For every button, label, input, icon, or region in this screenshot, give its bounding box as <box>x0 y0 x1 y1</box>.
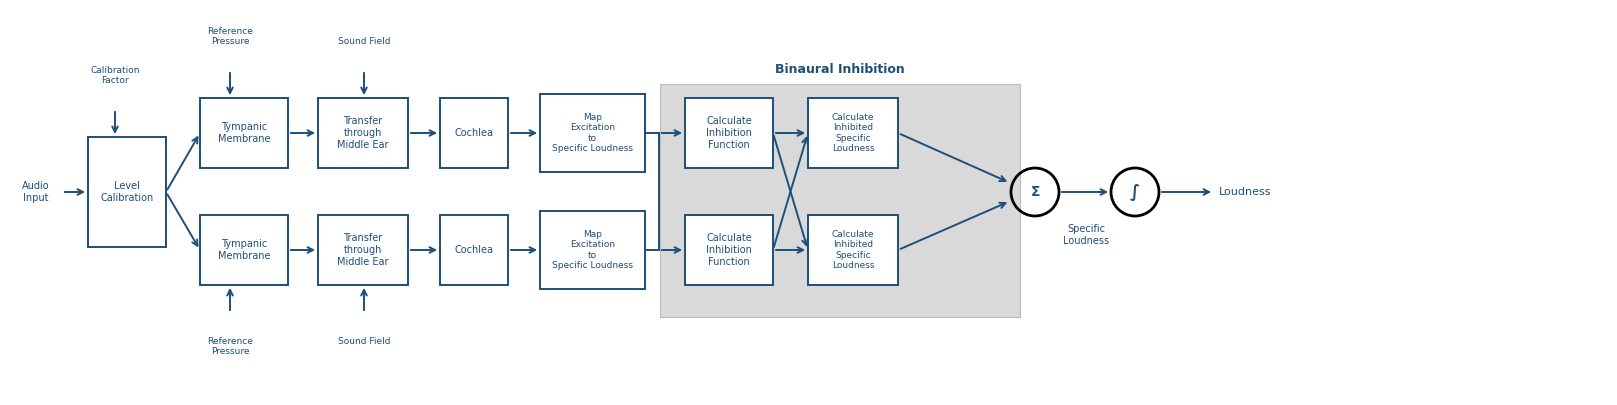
Text: Calculate
Inhibited
Specific
Loudness: Calculate Inhibited Specific Loudness <box>831 230 875 270</box>
FancyBboxPatch shape <box>201 98 288 168</box>
FancyBboxPatch shape <box>808 98 897 168</box>
Text: Reference
Pressure: Reference Pressure <box>207 27 252 46</box>
Text: Calculate
Inhibition
Function: Calculate Inhibition Function <box>707 116 752 149</box>
FancyBboxPatch shape <box>319 215 407 285</box>
FancyBboxPatch shape <box>808 215 897 285</box>
Text: Transfer
through
Middle Ear: Transfer through Middle Ear <box>338 116 388 149</box>
FancyBboxPatch shape <box>201 215 288 285</box>
Text: Sound Field: Sound Field <box>338 337 390 346</box>
Text: Transfer
through
Middle Ear: Transfer through Middle Ear <box>338 233 388 266</box>
Text: Calibration
Factor: Calibration Factor <box>91 66 139 85</box>
FancyBboxPatch shape <box>686 98 773 168</box>
Text: ∫: ∫ <box>1130 183 1140 201</box>
Text: Reference
Pressure: Reference Pressure <box>207 337 252 356</box>
Text: Loudness: Loudness <box>1219 187 1271 197</box>
Text: Audio
Input: Audio Input <box>23 181 50 203</box>
Text: Calculate
Inhibited
Specific
Loudness: Calculate Inhibited Specific Loudness <box>831 113 875 153</box>
FancyBboxPatch shape <box>686 215 773 285</box>
Text: Map
Excitation
to
Specific Loudness: Map Excitation to Specific Loudness <box>551 230 632 270</box>
Text: Specific
Loudness: Specific Loudness <box>1062 224 1109 245</box>
FancyBboxPatch shape <box>660 84 1020 317</box>
Text: Tympanic
Membrane: Tympanic Membrane <box>218 122 270 144</box>
FancyBboxPatch shape <box>540 211 645 289</box>
Text: Sound Field: Sound Field <box>338 37 390 46</box>
Text: Cochlea: Cochlea <box>454 245 493 255</box>
FancyBboxPatch shape <box>440 215 508 285</box>
Text: Calculate
Inhibition
Function: Calculate Inhibition Function <box>707 233 752 266</box>
Text: Tympanic
Membrane: Tympanic Membrane <box>218 239 270 261</box>
FancyBboxPatch shape <box>540 94 645 172</box>
Text: Binaural Inhibition: Binaural Inhibition <box>775 63 906 76</box>
Text: Map
Excitation
to
Specific Loudness: Map Excitation to Specific Loudness <box>551 113 632 153</box>
Text: Σ: Σ <box>1030 185 1040 199</box>
Text: Cochlea: Cochlea <box>454 128 493 138</box>
Text: Level
Calibration: Level Calibration <box>100 181 154 203</box>
FancyBboxPatch shape <box>440 98 508 168</box>
FancyBboxPatch shape <box>87 137 167 247</box>
FancyBboxPatch shape <box>319 98 407 168</box>
